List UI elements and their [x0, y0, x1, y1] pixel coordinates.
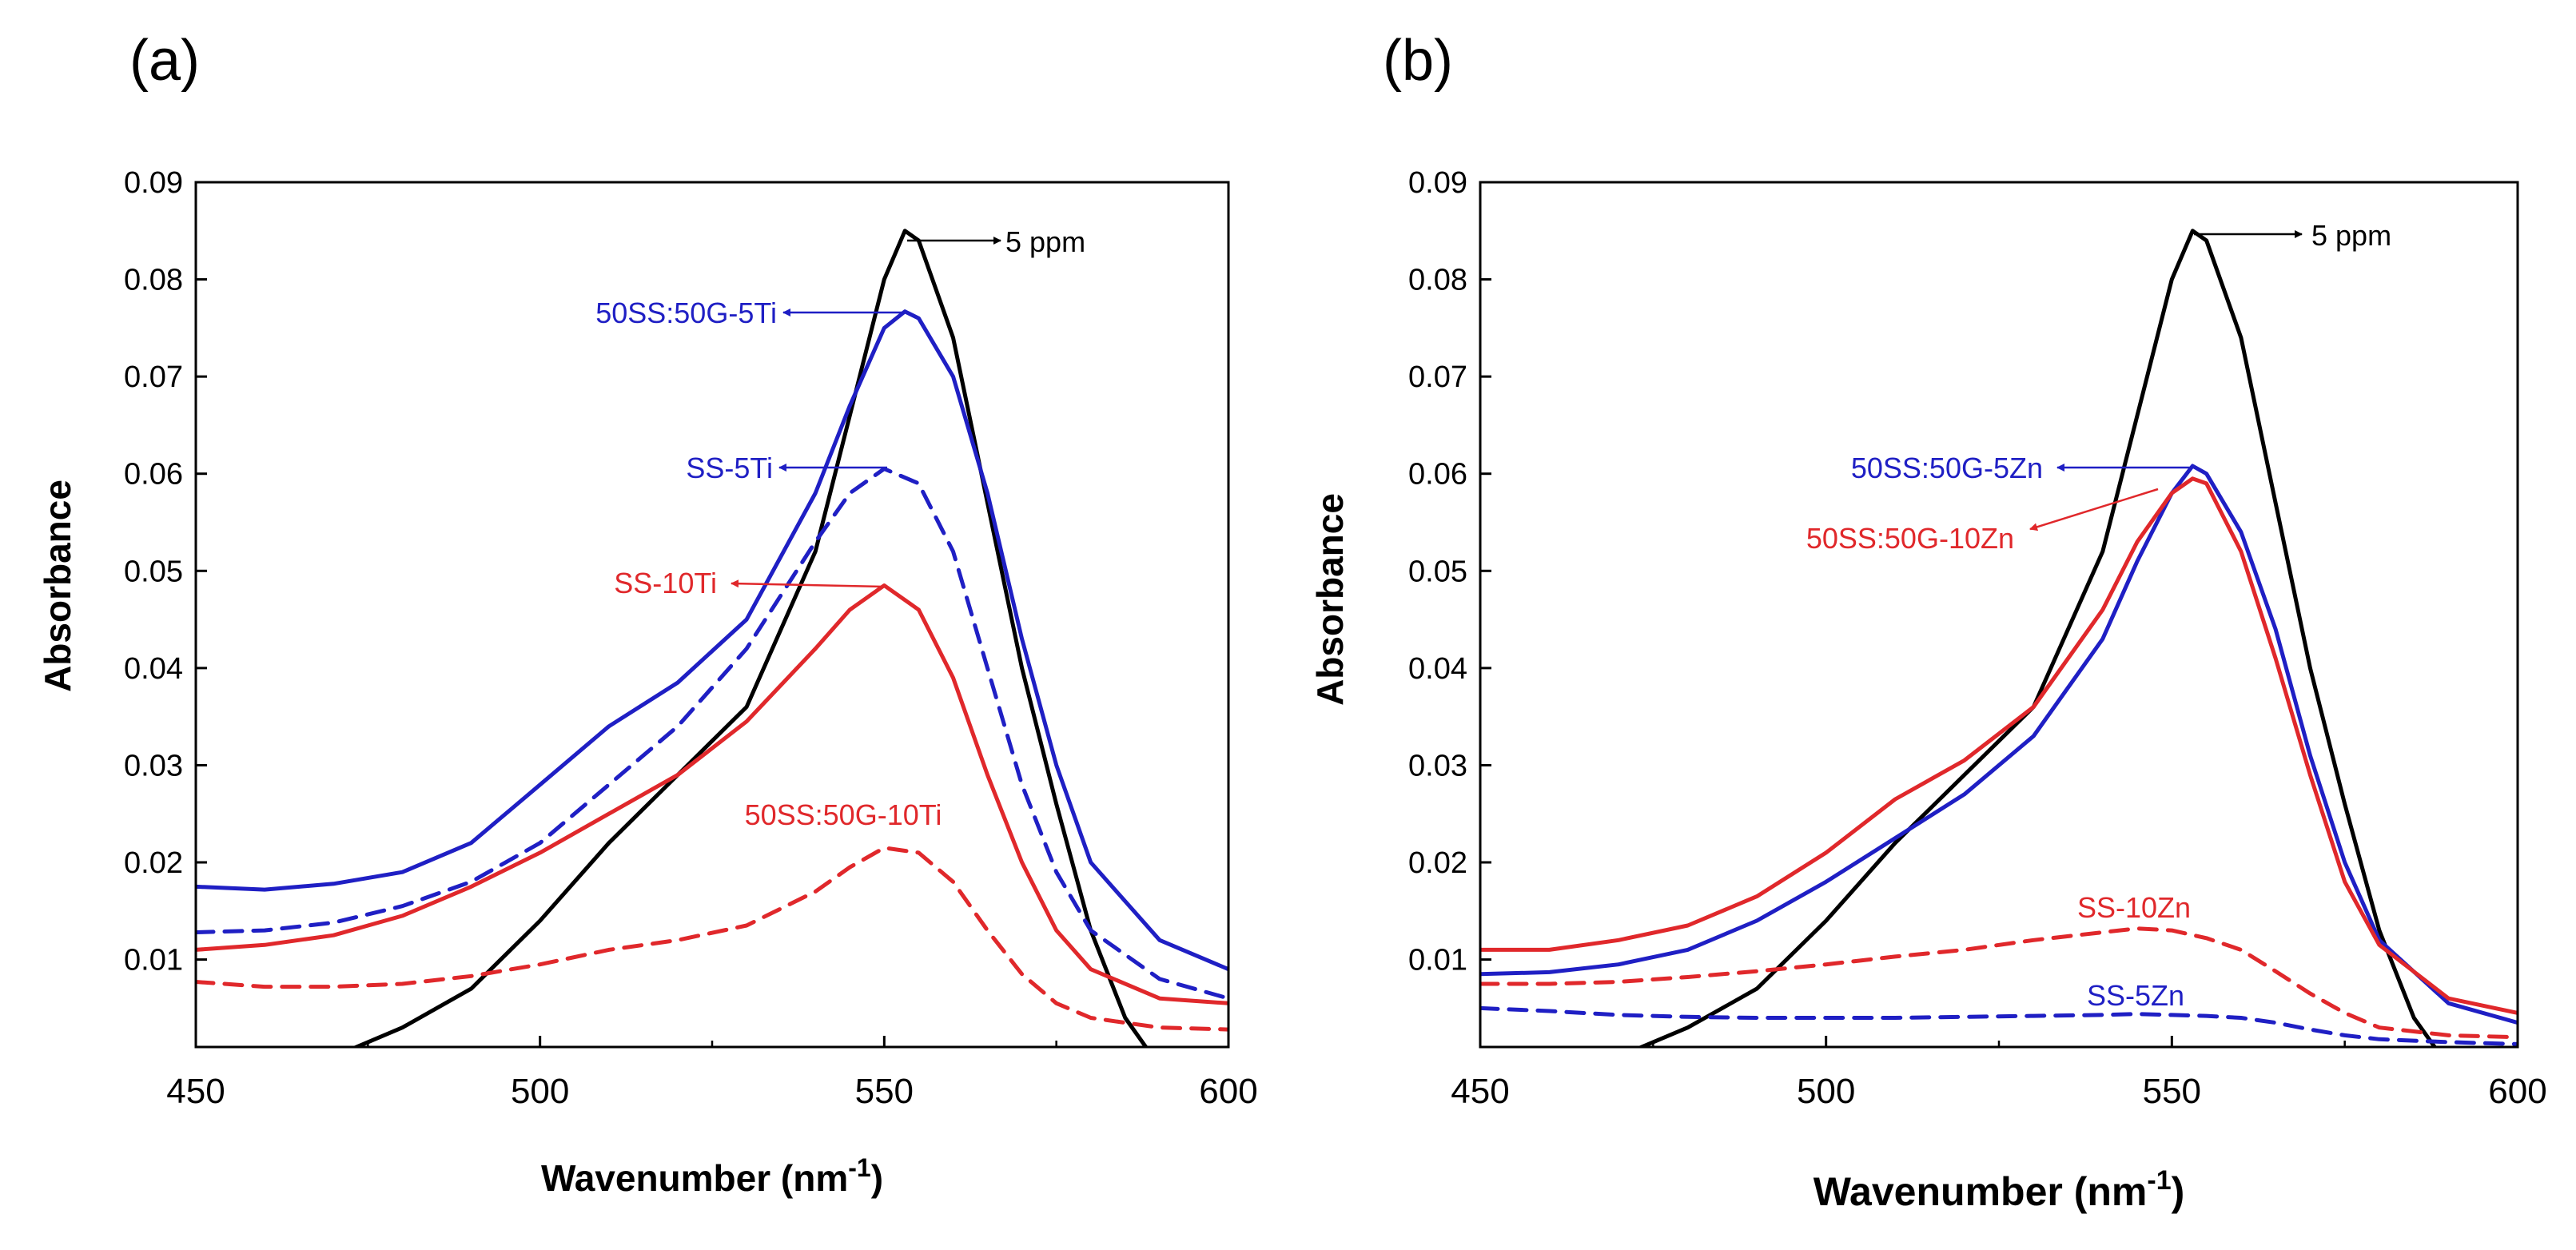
panel-b-label-ss-10zn: SS-10Zn — [2077, 891, 2191, 924]
panel-b-arrow-50ss50g-10zn — [2029, 488, 2159, 531]
panel-b-xtick-label: 600 — [2488, 1072, 2546, 1111]
panel-b-xtick-label: 550 — [2143, 1072, 2201, 1111]
panel-a-plot-area — [196, 229, 1228, 1047]
panel-b-label-50ss50g-10zn: 50SS:50G-10Zn — [1806, 522, 2014, 555]
panel-a: (a) 450 500 550 600 0.01 0.02 0.03 0.04 0.05 0.06… — [37, 29, 1258, 1199]
panel-b-ticks: 450 500 550 600 0.01 0.02 0.03 0.04 0.05 0.06 0.07… — [1408, 166, 2547, 1111]
panel-a-series-50ss-50g-5ti — [196, 309, 1228, 972]
panel-a-xtick-label: 450 — [166, 1072, 225, 1111]
panel-a-series-ss-5ti — [196, 467, 1228, 1001]
panel-b-series-50ss-50g-10zn — [1480, 476, 2518, 1015]
panel-a-ytick-label: 0.02 — [124, 846, 183, 880]
panel-b-xlabel-close: ) — [2172, 1169, 2185, 1214]
panel-b-plot-area — [1480, 229, 2518, 1047]
panel-a-ytick-label: 0.03 — [124, 749, 183, 782]
panel-b-ytick-label: 0.02 — [1408, 846, 1467, 880]
panel-a-series-5-ppm — [351, 229, 1149, 1047]
panel-a-xlabel-sup: -1 — [848, 1153, 870, 1182]
panel-a-ylabel: Absorbance — [37, 480, 78, 692]
panel-b-series-5-ppm — [1636, 229, 2438, 1047]
panel-b-ytick-label: 0.08 — [1408, 264, 1467, 297]
panel-a-ytick-label: 0.07 — [124, 360, 183, 394]
panel-b-label-ss-5zn: SS-5Zn — [2087, 979, 2184, 1012]
panel-a-ytick-label: 0.08 — [124, 264, 183, 297]
panel-b-xtick-label: 500 — [1797, 1072, 1855, 1111]
panel-a-arrow-ss-10ti — [731, 579, 884, 588]
panel-b-ytick-label: 0.03 — [1408, 749, 1467, 782]
panel-a-ytick-label: 0.06 — [124, 458, 183, 492]
panel-a-xlabel-close: ) — [871, 1157, 883, 1199]
panel-a-label: (a) — [129, 29, 200, 93]
panel-b: (b) 450 500 550 600 0.01 0.02 0.03 0.04 0.05 0.06… — [1309, 29, 2547, 1214]
panel-b-ytick-label: 0.06 — [1408, 458, 1467, 492]
panel-a-label-50ss50g-10ti: 50SS:50G-10Ti — [745, 798, 942, 831]
panel-a-ytick-label: 0.09 — [124, 166, 183, 200]
panel-b-label-5ppm: 5 ppm — [2311, 219, 2391, 252]
panel-b-ytick-label: 0.05 — [1408, 555, 1467, 588]
panel-b-series-ss-10zn — [1480, 926, 2518, 1040]
panel-a-ytick-label: 0.04 — [124, 652, 183, 686]
panel-b-ytick-label: 0.04 — [1408, 652, 1467, 686]
panel-b-xlabel-main: Wavenumber (nm — [1814, 1169, 2148, 1214]
panel-a-label-ss-10ti: SS-10Ti — [614, 567, 717, 599]
panel-b-label-50ss50g-5zn: 50SS:50G-5Zn — [1851, 452, 2043, 484]
panel-a-xlabel: Wavenumber (nm-1) — [541, 1153, 883, 1199]
panel-b-series-ss-5zn — [1480, 1005, 2518, 1046]
panel-b-xlabel: Wavenumber (nm-1) — [1814, 1165, 2185, 1214]
panel-a-label-5ppm: 5 ppm — [1005, 225, 1085, 258]
panel-b-xtick-label: 450 — [1451, 1072, 1509, 1111]
panel-b-ytick-label: 0.01 — [1408, 944, 1467, 977]
panel-b-xlabel-sup: -1 — [2147, 1165, 2171, 1196]
panel-b-ylabel: Absorbance — [1309, 493, 1351, 706]
panel-a-ytick-label: 0.01 — [124, 944, 183, 977]
panel-a-series-50ss-50g-10ti — [196, 846, 1228, 1032]
panel-a-ytick-label: 0.05 — [124, 555, 183, 588]
panel-a-xlabel-main: Wavenumber (nm — [541, 1157, 848, 1199]
panel-b-label: (b) — [1383, 29, 1453, 93]
panel-b-ytick-label: 0.07 — [1408, 360, 1467, 394]
panel-b-series-50ss-50g-5zn — [1480, 464, 2518, 1025]
panel-b-ytick-label: 0.09 — [1408, 166, 1467, 200]
panel-a-xtick-label: 550 — [855, 1072, 914, 1111]
panel-a-series-ss-10ti — [196, 583, 1228, 1005]
panel-a-label-50ss50g-5ti: 50SS:50G-5Ti — [595, 297, 777, 329]
panel-a-label-ss-5ti: SS-5Ti — [686, 452, 773, 484]
panel-a-xtick-label: 600 — [1199, 1072, 1257, 1111]
panel-a-ticks: 450 500 550 600 0.01 0.02 0.03 0.04 0.05 0.06 0.07… — [124, 166, 1258, 1111]
panel-a-xtick-label: 500 — [511, 1072, 569, 1111]
